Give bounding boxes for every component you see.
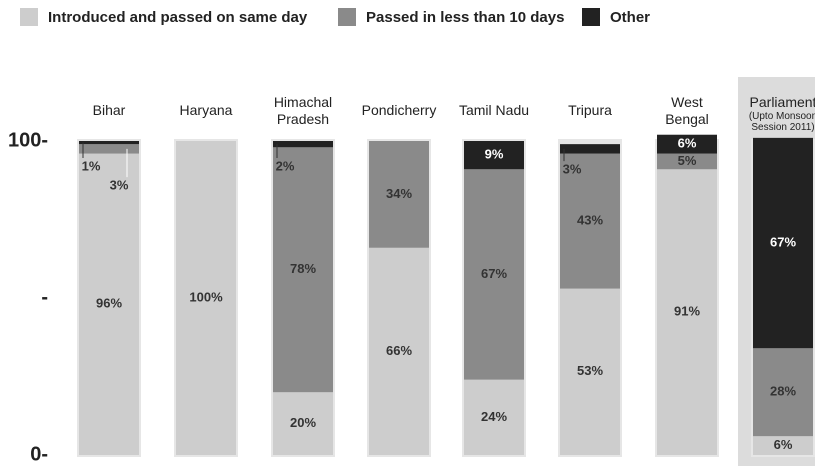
value-label: 34%	[386, 186, 412, 201]
value-label: 100%	[189, 289, 223, 304]
bar-segment	[79, 141, 139, 145]
bar-segment	[273, 147, 333, 393]
bar-segment	[657, 153, 717, 170]
bar-segment	[464, 141, 524, 170]
value-label: 28%	[770, 384, 796, 399]
value-label: 96%	[96, 296, 122, 311]
annotation: (Upto Monsoon Session 2011)	[749, 111, 815, 133]
y-tick-label: -	[41, 286, 48, 308]
bar-segment	[753, 137, 813, 349]
y-tick-label: 0-	[30, 443, 48, 465]
value-label: 6%	[678, 136, 697, 151]
value-label: 91%	[674, 304, 700, 319]
bar-segment	[464, 169, 524, 380]
x-tick-label: Bihar	[93, 102, 126, 118]
legend-label: Other	[610, 9, 650, 26]
bar-segment	[273, 141, 333, 148]
x-tick-label: Tamil Nadu	[459, 102, 529, 118]
legend-label: Passed in less than 10 days	[366, 9, 564, 26]
bar-segment	[369, 247, 429, 455]
value-label: 2%	[276, 158, 295, 173]
value-label: 78%	[290, 261, 316, 276]
value-label: 53%	[577, 363, 603, 378]
y-tick-label: 100-	[8, 129, 48, 151]
bar-segment	[657, 169, 717, 455]
x-tick-label: Parliament	[750, 94, 815, 110]
x-tick-label: Pondicherry	[362, 102, 437, 118]
legend-swatch	[20, 8, 38, 26]
value-label: 5%	[678, 153, 697, 168]
value-label: 6%	[774, 437, 793, 452]
bar-segment	[79, 144, 139, 154]
bar-segment	[657, 134, 717, 154]
bar-segment	[464, 379, 524, 455]
x-tick-label: Tripura	[568, 102, 612, 118]
bar-segment	[79, 153, 139, 455]
value-label: 3%	[110, 178, 129, 193]
x-tick-label: Haryana	[180, 102, 233, 118]
bar-segment	[369, 141, 429, 248]
value-label: 20%	[290, 415, 316, 430]
bar-segment	[560, 153, 620, 289]
bar-segment	[753, 436, 813, 455]
legend-label: Introduced and passed on same day	[48, 9, 308, 26]
bar-segment	[273, 392, 333, 455]
bar-segment	[176, 141, 236, 455]
value-label: 43%	[577, 213, 603, 228]
x-tick-label: Himachal Pradesh	[274, 94, 332, 127]
value-label: 3%	[563, 162, 582, 177]
value-label: 24%	[481, 409, 507, 424]
bar-segment	[753, 348, 813, 437]
value-label: 1%	[82, 158, 101, 173]
legend-swatch	[582, 8, 600, 26]
value-label: 67%	[481, 266, 507, 281]
x-tick-label: West Bengal	[665, 94, 709, 127]
value-label: 9%	[485, 147, 504, 162]
legend-swatch	[338, 8, 356, 26]
bar-segment	[560, 144, 620, 154]
value-label: 67%	[770, 234, 796, 249]
value-label: 66%	[386, 343, 412, 358]
bar-segment	[560, 288, 620, 455]
